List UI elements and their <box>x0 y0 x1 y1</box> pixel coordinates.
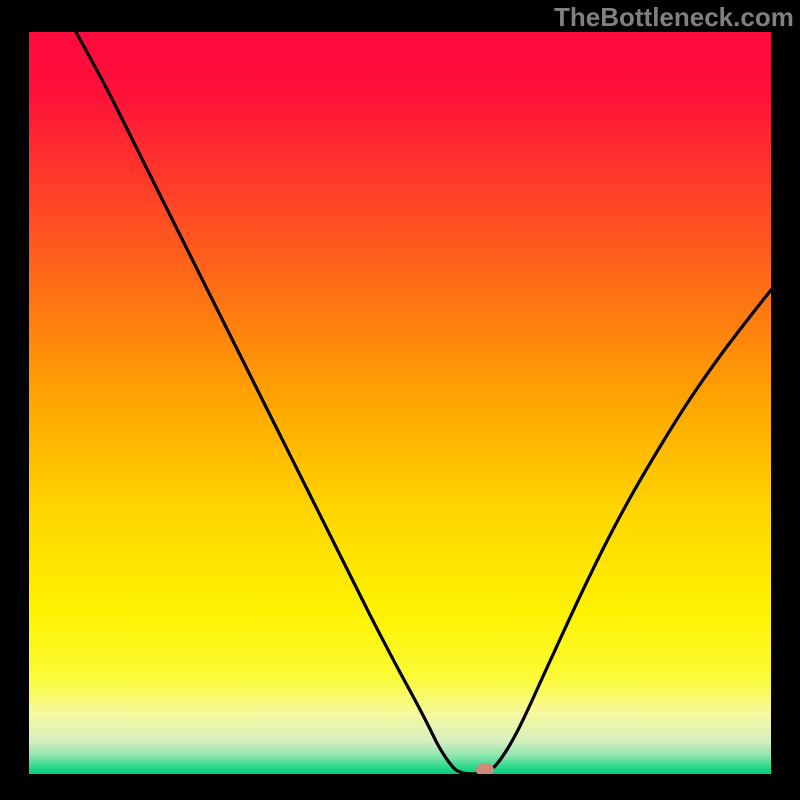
bottleneck-chart <box>0 0 800 800</box>
gradient-background <box>29 32 771 774</box>
watermark-text: TheBottleneck.com <box>554 2 794 33</box>
plot-area <box>29 32 771 777</box>
